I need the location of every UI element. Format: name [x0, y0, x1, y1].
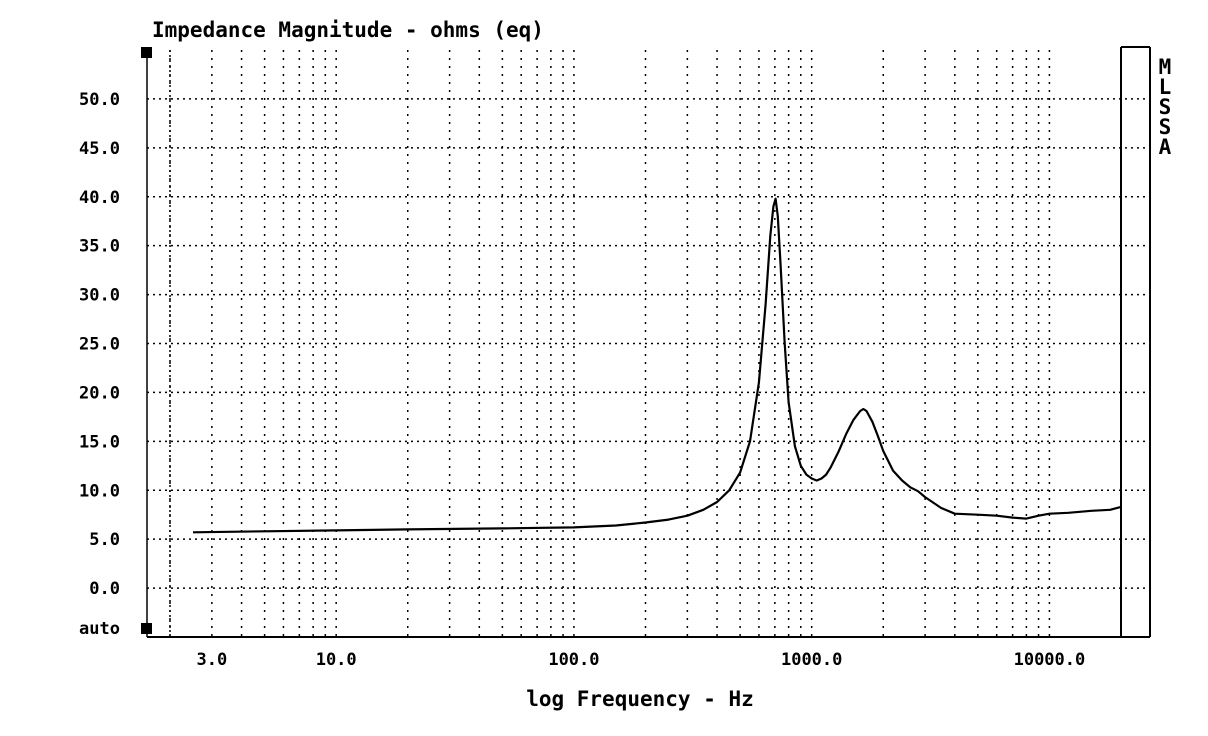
side-label-char-3: S: [1159, 115, 1172, 139]
grid: [147, 50, 1150, 637]
x-tick-label-3: 1000.0: [781, 650, 842, 670]
y-tick-label-auto: auto: [79, 619, 120, 639]
y-tick-label-4: 20.0: [79, 383, 120, 403]
x-tick-label-4: 10000.0: [1014, 650, 1086, 670]
x-tick-label-2: 100.0: [548, 650, 599, 670]
y-tick-label-0: 0.0: [89, 579, 120, 599]
top-marker: [141, 47, 152, 58]
series: [192, 197, 1122, 534]
y-tick-label-3: 15.0: [79, 432, 120, 452]
y-tick-label-10: 50.0: [79, 90, 120, 110]
side-label-char-0: M: [1159, 55, 1172, 79]
y-tick-label-7: 35.0: [79, 237, 120, 257]
bottom-marker: [141, 623, 152, 634]
tick-labels: 0.0 5.0 10.0 15.0 20.0 25.0 30.0 35.0 40.0 45.0 50…: [79, 90, 1085, 670]
y-tick-label-1: 5.0: [89, 530, 120, 550]
x-axis-label: log Frequency - Hz: [526, 687, 754, 711]
side-label-char-4: A: [1159, 135, 1172, 159]
chart-title: Impedance Magnitude - ohms (eq): [152, 18, 544, 42]
side-label-char-2: S: [1159, 95, 1172, 119]
y-tick-label-2: 10.0: [79, 481, 120, 501]
y-tick-label-5: 25.0: [79, 335, 120, 355]
series-line-0: [192, 197, 1122, 534]
y-tick-label-8: 40.0: [79, 188, 120, 208]
plot-frame: [141, 46, 1151, 638]
side-label-char-1: L: [1159, 75, 1172, 99]
x-tick-label-0: 3.0: [197, 650, 228, 670]
y-tick-label-6: 30.0: [79, 286, 120, 306]
y-tick-label-9: 45.0: [79, 139, 120, 159]
x-tick-label-1: 10.0: [316, 650, 357, 670]
